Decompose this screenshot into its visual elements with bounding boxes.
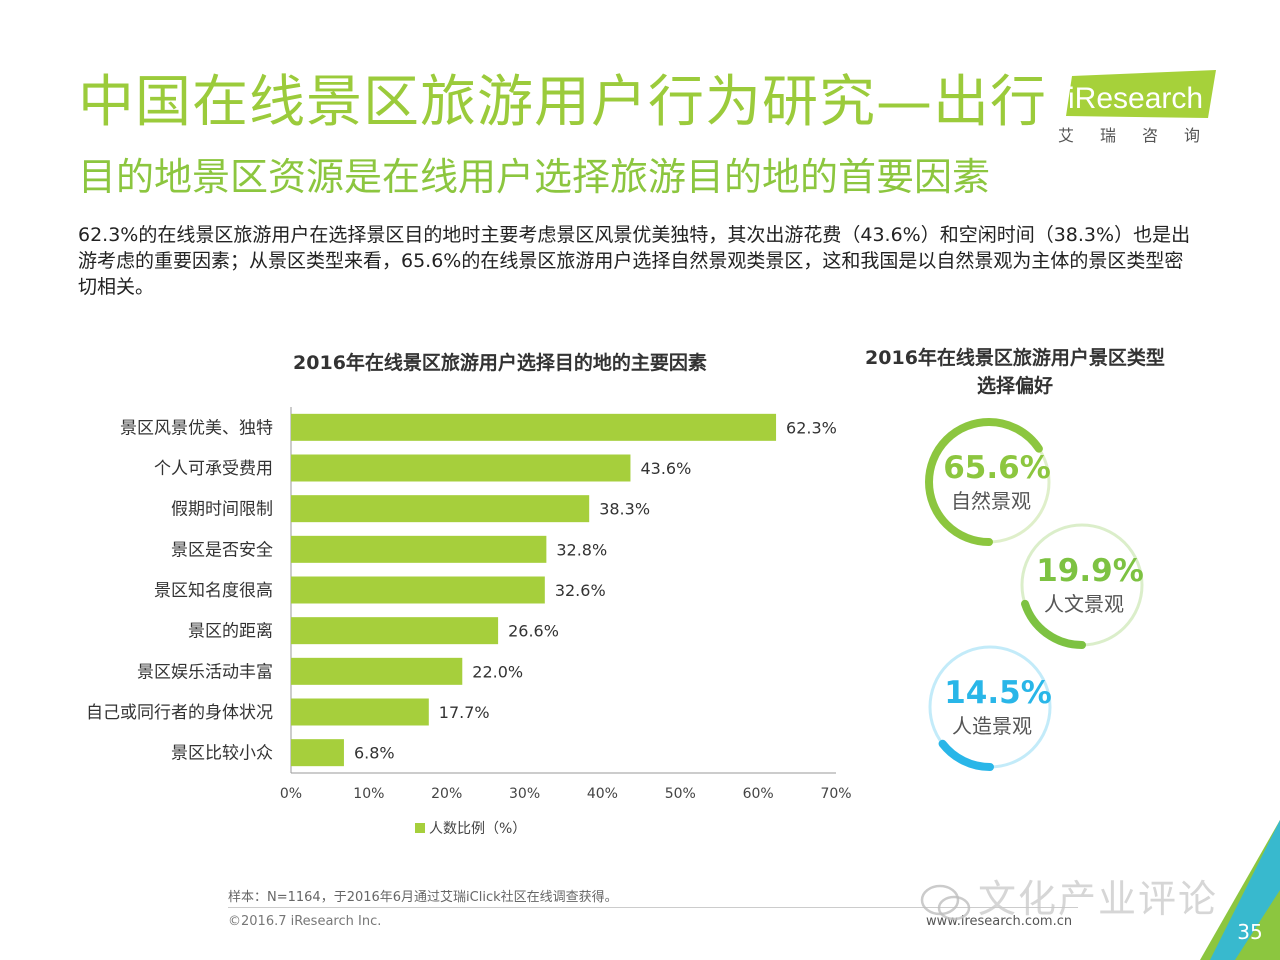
bar xyxy=(291,739,344,767)
donut-chart-title: 2016年在线景区旅游用户景区类型选择偏好 xyxy=(865,347,1165,397)
page-subtitle: 目的地景区资源是在线用户选择旅游目的地的首要因素 xyxy=(78,155,991,199)
logo-subtext: 艾瑞咨询 xyxy=(1058,126,1227,145)
donut-value: 19.9% xyxy=(1036,553,1144,589)
donut-label: 人文景观 xyxy=(1044,592,1124,616)
x-tick-label: 40% xyxy=(587,786,618,802)
bar xyxy=(291,698,429,726)
category-label: 自己或同行者的身体状况 xyxy=(86,703,273,723)
bar xyxy=(291,617,499,645)
bar xyxy=(291,535,547,563)
bar xyxy=(291,413,777,441)
legend-swatch xyxy=(415,823,425,833)
watermark-text: 文化产业评论 xyxy=(978,877,1219,921)
category-label: 景区是否安全 xyxy=(171,540,273,560)
x-tick-label: 70% xyxy=(820,786,851,802)
category-label: 假期时间限制 xyxy=(171,500,273,520)
value-label: 43.6% xyxy=(640,459,691,478)
wechat-icon xyxy=(920,884,971,920)
value-label: 22.0% xyxy=(472,662,523,681)
sample-note: 样本：N=1164，于2016年6月通过艾瑞iClick社区在线调查获得。 xyxy=(228,890,618,905)
x-tick-label: 10% xyxy=(353,786,384,802)
bar xyxy=(291,454,631,482)
bar xyxy=(291,657,463,685)
donut-value: 14.5% xyxy=(944,675,1052,711)
legend-label: 人数比例（%） xyxy=(429,821,527,837)
logo-brand: iResearch xyxy=(1068,82,1203,115)
category-label: 景区娱乐活动丰富 xyxy=(137,662,273,682)
page-number: 35 xyxy=(1237,920,1263,944)
category-label: 景区知名度很高 xyxy=(154,581,273,601)
donut-value: 65.6% xyxy=(943,450,1051,486)
value-label: 38.3% xyxy=(599,500,650,519)
value-label: 62.3% xyxy=(786,418,837,437)
value-label: 6.8% xyxy=(354,744,395,763)
x-tick-label: 0% xyxy=(280,786,302,802)
bar xyxy=(291,576,545,604)
donut-label: 人造景观 xyxy=(952,714,1032,738)
category-label: 景区风景优美、独特 xyxy=(120,418,273,438)
bar xyxy=(291,495,590,523)
donut-arc xyxy=(1018,521,1146,649)
value-label: 32.8% xyxy=(556,540,607,559)
intro-paragraph: 62.3%的在线景区旅游用户在选择景区目的地时主要考虑景区风景优美独特，其次出游… xyxy=(78,224,1191,298)
x-tick-label: 50% xyxy=(665,786,696,802)
category-label: 景区比较小众 xyxy=(171,744,273,764)
donut-ring: 19.9% 人文景观 xyxy=(1018,521,1146,649)
watermark: 文化产业评论 xyxy=(920,868,1218,923)
donut-label: 自然景观 xyxy=(951,489,1031,513)
copyright: ©2016.7 iResearch Inc. xyxy=(228,914,382,929)
x-tick-label: 60% xyxy=(743,786,774,802)
bar-chart-legend: 人数比例（%） xyxy=(415,818,526,838)
donut-arc xyxy=(925,418,1053,546)
x-tick-label: 30% xyxy=(509,786,540,802)
value-label: 17.7% xyxy=(439,703,490,722)
value-label: 32.6% xyxy=(555,581,606,600)
donut-arc xyxy=(926,643,1054,771)
footer-divider xyxy=(228,907,1078,908)
iresearch-logo: iResearch xyxy=(1066,70,1216,118)
value-label: 26.6% xyxy=(508,622,559,641)
category-label: 景区的距离 xyxy=(188,622,273,642)
donut-ring: 14.5% 人造景观 xyxy=(926,643,1054,771)
corner-decoration xyxy=(1200,820,1280,960)
bar-chart-title: 2016年在线景区旅游用户选择目的地的主要因素 xyxy=(293,352,707,374)
category-label: 个人可承受费用 xyxy=(154,459,273,479)
page-title: 中国在线景区旅游用户行为研究—出行 xyxy=(78,70,1047,135)
x-tick-label: 20% xyxy=(431,786,462,802)
donut-ring: 65.6% 自然景观 xyxy=(925,418,1053,546)
